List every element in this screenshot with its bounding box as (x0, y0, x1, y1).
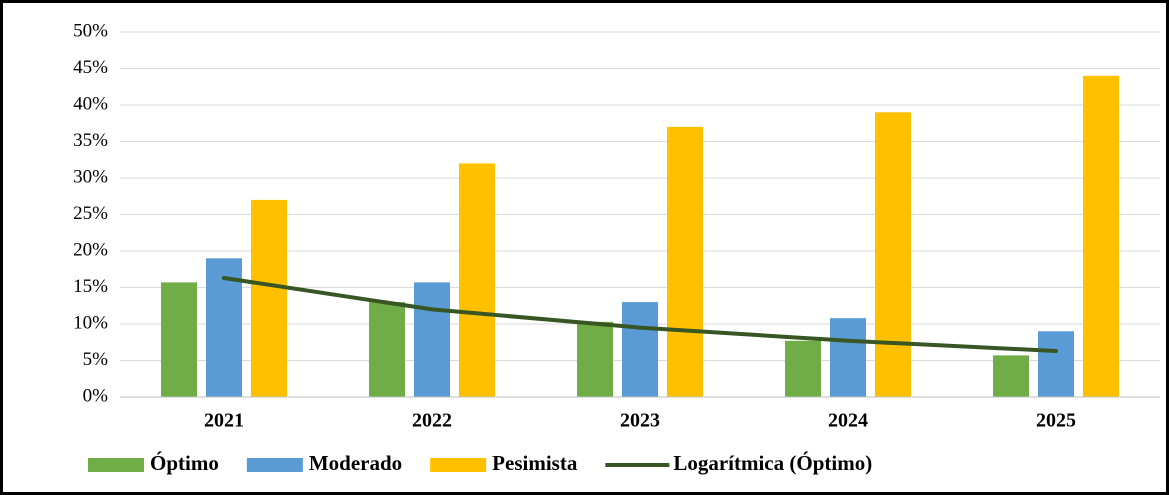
y-tick-label: 50% (73, 20, 108, 41)
bar (830, 318, 866, 397)
y-tick-label: 15% (73, 276, 108, 297)
y-tick-label: 40% (73, 93, 108, 114)
trend-line (222, 276, 1058, 354)
y-tick-label: 0% (83, 385, 109, 406)
bar (875, 112, 911, 398)
x-tick-label: 2021 (204, 410, 244, 432)
y-tick-label: 20% (73, 239, 108, 260)
y-tick-label: 5% (83, 349, 109, 370)
y-tick-label: 25% (73, 203, 108, 224)
y-tick-label: 10% (73, 312, 108, 333)
y-tick-label: 45% (73, 57, 108, 78)
bar (459, 163, 495, 397)
x-tick-label: 2024 (828, 410, 868, 432)
y-tick-label: 35% (73, 130, 108, 151)
bar (161, 282, 197, 397)
legend-label: Pesimista (492, 451, 578, 475)
bar (622, 302, 658, 397)
bar (251, 199, 287, 397)
x-tick-label: 2022 (412, 410, 452, 432)
bar (667, 126, 703, 398)
y-tick-label: 30% (73, 166, 108, 187)
bar (785, 340, 821, 397)
legend-swatch (88, 458, 144, 472)
legend-label: Logarítmica (Óptimo) (673, 451, 872, 475)
x-tick-label: 2025 (1036, 410, 1076, 432)
bar (1083, 75, 1119, 398)
legend-swatch (246, 458, 303, 472)
bar (1038, 331, 1074, 397)
legend-label: Moderado (309, 451, 402, 475)
x-tick-label: 2023 (620, 410, 660, 432)
bar (369, 302, 405, 397)
bar (414, 282, 450, 397)
legend-swatch (430, 458, 487, 472)
legend-label: Óptimo (150, 451, 219, 475)
bar (993, 355, 1029, 397)
bar (577, 321, 613, 397)
